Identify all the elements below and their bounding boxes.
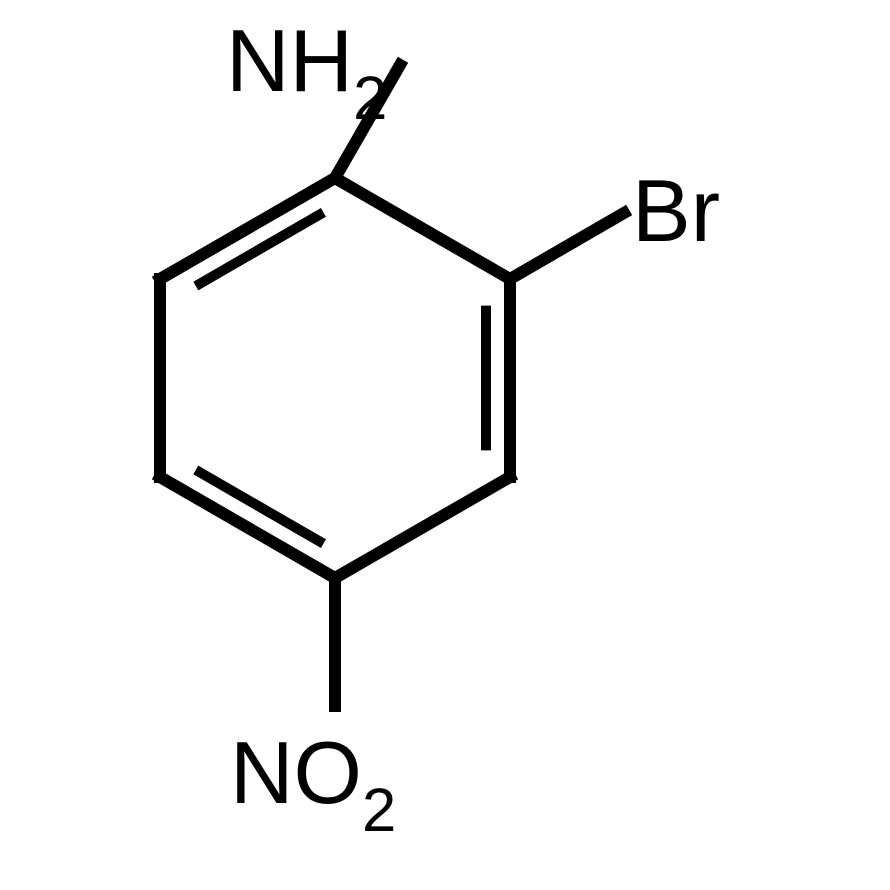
label-no2: NO2: [230, 722, 396, 837]
molecule-svg: [0, 0, 890, 890]
label-nh2: NH2: [226, 10, 387, 125]
label-br: Br: [632, 160, 720, 262]
